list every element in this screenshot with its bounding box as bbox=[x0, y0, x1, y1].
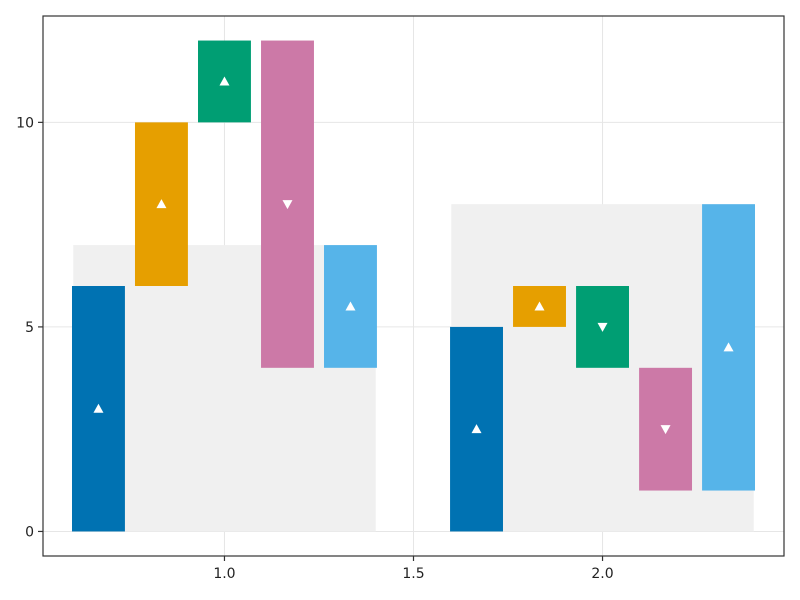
up-triangle-marker bbox=[345, 301, 356, 311]
tick-labels: 1.0 1.5 2.0 0 5 10 bbox=[16, 115, 613, 582]
up-triangle-marker bbox=[471, 424, 482, 434]
x-tick-label: 2.0 bbox=[591, 566, 613, 582]
y-tick-label: 5 bbox=[25, 320, 34, 336]
up-triangle-marker bbox=[723, 342, 734, 352]
x-tick-label: 1.0 bbox=[213, 566, 235, 582]
x-tick-label: 1.5 bbox=[402, 566, 424, 582]
y-tick-label: 0 bbox=[25, 524, 34, 540]
y-tick-label: 10 bbox=[16, 115, 34, 131]
down-triangle-marker bbox=[282, 200, 293, 210]
axis-ticks bbox=[38, 121, 604, 561]
up-triangle-marker bbox=[156, 199, 167, 209]
up-triangle-marker bbox=[534, 301, 545, 311]
down-triangle-marker bbox=[597, 322, 608, 332]
up-triangle-marker bbox=[93, 403, 104, 413]
direction-markers bbox=[93, 76, 734, 435]
up-triangle-marker bbox=[219, 76, 230, 86]
down-triangle-marker bbox=[660, 425, 671, 435]
